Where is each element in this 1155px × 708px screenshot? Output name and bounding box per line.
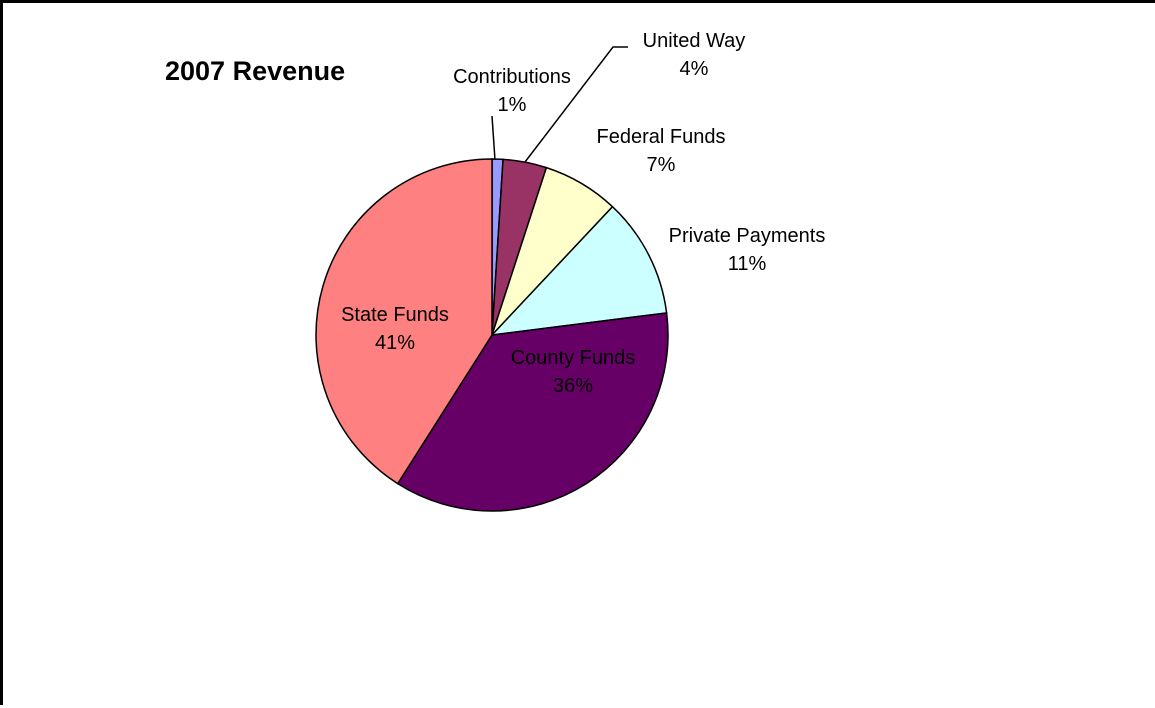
slice-label: Federal Funds (597, 126, 726, 148)
leader-line (491, 115, 496, 161)
slice-label: State Funds (341, 304, 449, 326)
slice-value-label: 4% (680, 58, 709, 80)
slice-label: County Funds (511, 347, 636, 369)
slice-value-label: 41% (375, 332, 415, 354)
pie-chart: 2007 Revenue Contributions 1% United Way 4%… (165, 30, 825, 512)
pie-slice-county-funds (396, 312, 669, 512)
chart-title: 2007 Revenue (165, 56, 345, 86)
slice-labels: Contributions 1% United Way 4% Federal Funds… (341, 30, 825, 397)
slice-label: United Way (643, 30, 746, 52)
pie-slice-private-payments (490, 205, 668, 337)
leader-lines (491, 46, 628, 163)
pie-slice-state-funds (315, 158, 493, 485)
slice-value-label: 7% (647, 154, 676, 176)
slice-value-label: 11% (728, 253, 767, 275)
pie-slices (315, 158, 669, 512)
leader-line (524, 46, 628, 163)
slice-label: Contributions (453, 66, 571, 88)
slice-value-label: 1% (498, 94, 527, 116)
slice-label: Private Payments (669, 225, 826, 247)
slice-value-label: 36% (553, 375, 593, 397)
